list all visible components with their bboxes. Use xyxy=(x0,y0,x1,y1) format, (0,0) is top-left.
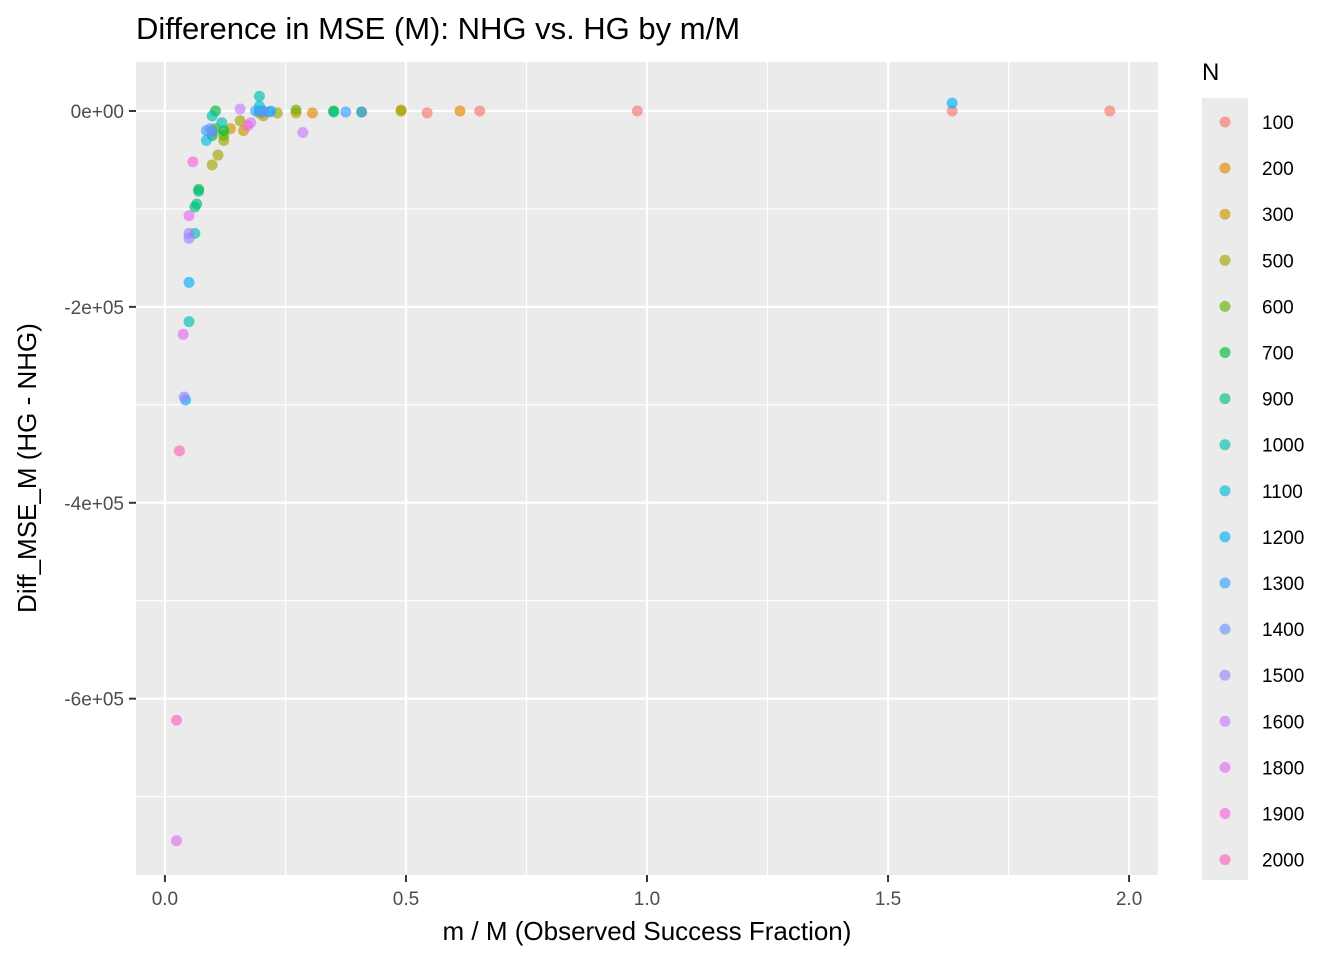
data-point-n1500 xyxy=(183,232,195,244)
legend: N 100 200 300 500 600 700 900 1000 1100 1200 1300 1… xyxy=(1202,59,1304,880)
data-point-n1000 xyxy=(183,316,195,328)
data-point-n1200 xyxy=(183,276,195,288)
data-point-n1900 xyxy=(187,156,199,168)
data-point-n900 xyxy=(193,185,205,197)
data-point-n100 xyxy=(1104,105,1116,117)
y-tick-label: -2e+05 xyxy=(64,298,124,319)
legend-label-n1500: 1500 xyxy=(1262,666,1304,687)
legend-label-n500: 500 xyxy=(1262,251,1294,272)
legend-key-n1200 xyxy=(1219,531,1231,543)
data-point-n1400 xyxy=(204,123,216,135)
legend-key-n700 xyxy=(1219,347,1231,358)
legend-label-n1800: 1800 xyxy=(1262,758,1304,779)
data-point-n500 xyxy=(212,149,224,161)
data-point-n600 xyxy=(290,104,302,116)
data-point-n200 xyxy=(454,105,466,117)
data-point-n2000 xyxy=(170,714,182,726)
x-tick-label: 1.5 xyxy=(875,889,901,910)
x-axis-title: m / M (Observed Success Fraction) xyxy=(443,916,852,946)
data-point-n1800 xyxy=(183,210,195,222)
legend-key-n1300 xyxy=(1219,577,1231,589)
y-tick-label: -4e+05 xyxy=(64,494,124,515)
data-point-n1500 xyxy=(178,391,190,403)
data-point-n1400 xyxy=(257,106,269,118)
legend-title: N xyxy=(1202,59,1219,86)
legend-label-n300: 300 xyxy=(1262,205,1294,226)
legend-label-n1100: 1100 xyxy=(1262,482,1303,503)
x-axis: 0.0 0.5 1.0 1.5 2.0 xyxy=(152,875,1142,910)
data-point-n1000 xyxy=(206,110,218,122)
data-points xyxy=(170,90,1116,847)
y-axis: 0e+00 -2e+05 -4e+05 -6e+05 xyxy=(64,102,136,711)
data-point-n100 xyxy=(946,105,958,117)
legend-label-n2000: 2000 xyxy=(1262,851,1304,872)
chart-title: Difference in MSE (M): NHG vs. HG by m/M xyxy=(136,11,740,46)
data-point-n1200 xyxy=(946,97,958,109)
data-point-n2000 xyxy=(173,445,185,457)
x-tick-label: 0.5 xyxy=(393,889,419,910)
data-point-n1800 xyxy=(177,328,189,340)
y-tick-label: -6e+05 xyxy=(64,690,124,711)
legend-key-n300 xyxy=(1219,208,1231,220)
y-axis-title: Diff_MSE_M (HG - NHG) xyxy=(12,323,42,613)
data-point-n1800 xyxy=(170,835,182,847)
legend-label-n1300: 1300 xyxy=(1262,574,1304,595)
legend-label-n600: 600 xyxy=(1262,297,1294,318)
data-point-n900 xyxy=(189,201,201,213)
legend-label-n200: 200 xyxy=(1262,159,1294,180)
legend-key-n1400 xyxy=(1219,623,1231,635)
legend-key-n100 xyxy=(1219,116,1231,128)
data-point-n1000 xyxy=(216,117,228,129)
legend-label-n1400: 1400 xyxy=(1262,620,1304,641)
y-tick-label: 0e+00 xyxy=(71,102,124,123)
data-point-n1600 xyxy=(297,127,309,139)
legend-label-n1900: 1900 xyxy=(1262,805,1304,826)
data-point-n900 xyxy=(328,106,340,118)
legend-key-n200 xyxy=(1219,162,1231,174)
data-point-n500 xyxy=(395,105,407,117)
data-point-n500 xyxy=(206,159,218,171)
x-tick-label: 2.0 xyxy=(1116,889,1142,910)
legend-label-n1200: 1200 xyxy=(1262,528,1304,549)
legend-key-n1900 xyxy=(1219,808,1231,819)
data-point-n1000 xyxy=(253,90,265,102)
legend-key-n1000 xyxy=(1219,439,1231,451)
legend-key-n1100 xyxy=(1219,485,1231,497)
legend-label-n1000: 1000 xyxy=(1262,436,1304,457)
data-point-n100 xyxy=(631,105,643,117)
legend-label-n100: 100 xyxy=(1262,113,1294,134)
legend-key-n1600 xyxy=(1219,715,1231,727)
legend-key-n500 xyxy=(1219,254,1231,266)
legend-key-n600 xyxy=(1219,300,1231,312)
legend-key-n900 xyxy=(1219,393,1231,405)
legend-key-n2000 xyxy=(1219,854,1231,866)
legend-key-n1800 xyxy=(1219,761,1231,773)
legend-label-n900: 900 xyxy=(1262,390,1294,411)
data-point-n100 xyxy=(421,107,433,119)
data-point-n1300 xyxy=(340,106,352,118)
data-point-n100 xyxy=(474,105,486,117)
x-tick-label: 0.0 xyxy=(152,889,178,910)
data-point-n1100 xyxy=(200,134,212,146)
legend-label-n1600: 1600 xyxy=(1262,712,1304,733)
data-point-n200 xyxy=(306,107,318,119)
major-gridlines xyxy=(136,62,1158,875)
legend-label-n700: 700 xyxy=(1262,344,1294,365)
legend-key-n1500 xyxy=(1219,669,1231,681)
data-point-n1200 xyxy=(356,106,368,118)
data-point-n1900 xyxy=(242,120,254,132)
x-tick-label: 1.0 xyxy=(634,889,660,910)
data-point-n1600 xyxy=(234,103,246,115)
